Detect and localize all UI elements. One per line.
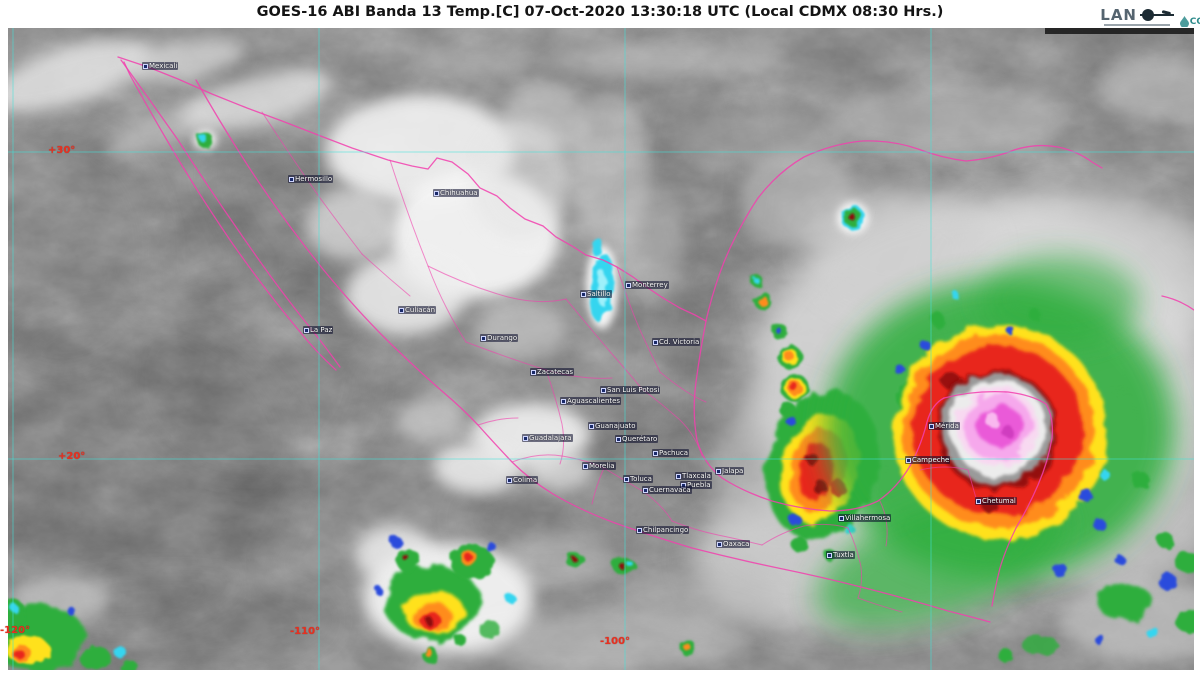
logo-tagline-bar: [1104, 24, 1170, 26]
hurricane-delta: [816, 255, 1175, 629]
title-bar: GOES-16 ABI Banda 13 Temp.[C] 07-Oct-202…: [0, 0, 1200, 28]
conagua-badge-text: CO: [1189, 16, 1200, 27]
water-drop-icon: [1179, 16, 1189, 27]
lan-logo-text: LAN: [1100, 6, 1137, 24]
satellite-map: [8, 28, 1194, 670]
latlon-grid: [8, 28, 1194, 670]
satellite-imagery: [8, 28, 1194, 670]
page-title: GOES-16 ABI Banda 13 Temp.[C] 07-Oct-202…: [256, 4, 944, 20]
lan-logo: LAN: [1100, 6, 1174, 24]
pacific-disturbance: [8, 536, 1194, 670]
scan-edge-strip: [1045, 28, 1194, 34]
satellite-dish-icon: [1140, 9, 1174, 21]
conagua-badge: CO: [1179, 16, 1200, 27]
